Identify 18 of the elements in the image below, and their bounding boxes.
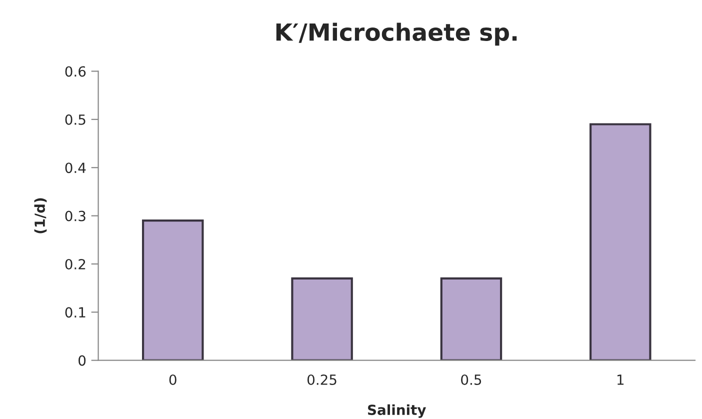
x-tick-label: 0 (169, 374, 176, 385)
y-tick-label: 0.2 (65, 258, 86, 270)
y-tick-label: 0 (78, 355, 86, 366)
y-tick-label: 0.3 (65, 210, 86, 222)
x-tick-label: 0.5 (461, 374, 482, 385)
x-axis-title: Salinity (368, 404, 426, 418)
bar (440, 277, 502, 360)
y-tick-label: 0.6 (65, 66, 86, 77)
y-tick-label: 0.1 (65, 307, 86, 318)
bar (590, 123, 652, 360)
bar (291, 277, 353, 360)
y-tick-label: 0.5 (65, 114, 86, 125)
bar (142, 220, 204, 360)
y-tick-label: 0.4 (65, 162, 86, 174)
chart-title: K′/Microchaete sp. (276, 22, 517, 46)
x-tick-label: 0.25 (307, 374, 336, 385)
x-tick-label: 1 (618, 374, 624, 385)
y-axis-title: (1/d) (34, 198, 47, 234)
